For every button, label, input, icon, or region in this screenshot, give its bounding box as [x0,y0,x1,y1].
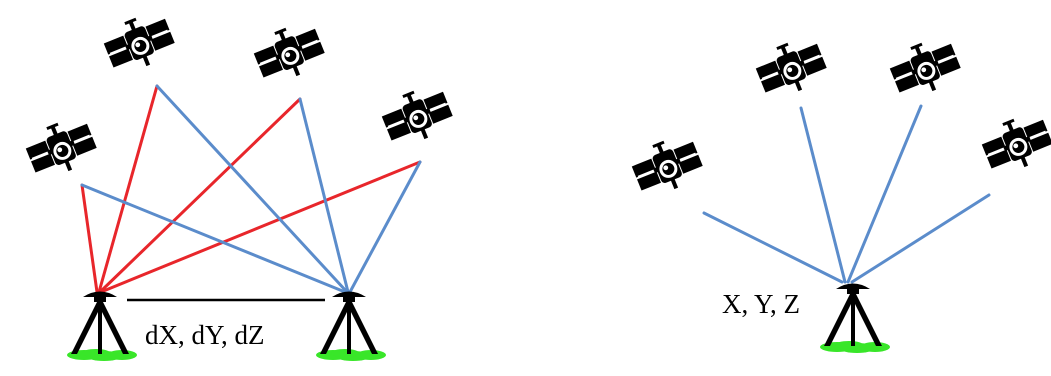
signal-line [298,97,350,294]
satellite-icon [626,129,708,202]
satellite-icon [750,31,832,104]
signal-line [98,97,302,294]
signal-line [80,183,99,294]
signal-line [702,211,844,284]
survey-tripod-icon [820,283,890,353]
blue-signal-lines [702,104,991,284]
red-signal-lines [80,84,422,294]
satellite-icon [376,79,458,152]
satellite-icon [248,16,330,89]
satellite-icon [884,31,966,104]
signal-line [155,84,349,294]
relative-positioning-panel: dX, dY, dZ [20,6,458,361]
baseline-label: dX, dY, dZ [145,320,265,350]
signal-line [348,160,422,294]
signal-line [80,183,347,294]
blue-signal-lines [80,84,422,294]
satellite-icon [98,6,180,79]
signal-line [799,106,847,284]
satellite-icon [20,111,102,184]
signal-line [846,104,923,284]
position-label: X, Y, Z [722,289,800,319]
satellite-icon [976,107,1051,180]
signal-line [99,160,422,294]
absolute-positioning-panel: X, Y, Z [626,31,1051,353]
survey-tripod-icon [67,291,137,361]
survey-tripod-icon [316,291,386,361]
signal-line [850,193,991,284]
signal-line [97,84,159,294]
